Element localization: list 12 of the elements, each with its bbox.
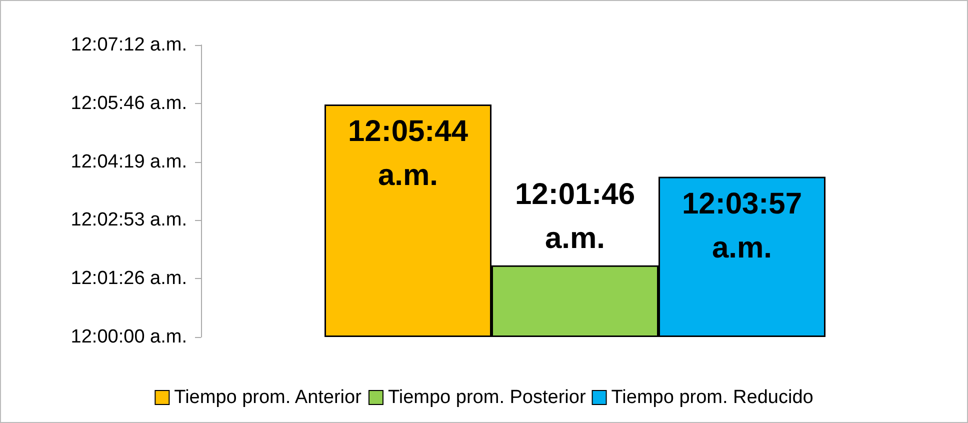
y-tick-label: 12:04:19 a.m.	[70, 151, 187, 172]
data-label: 12:01:46 a.m.	[514, 178, 636, 255]
legend-label: Tiempo prom. Reducido	[611, 387, 814, 408]
y-tick-label: 12:07:12 a.m.	[70, 34, 187, 56]
legend-label: Tiempo prom. Posterior	[388, 387, 586, 408]
y-tick-label: 12:02:53 a.m.	[70, 210, 187, 231]
y-tick-label: 12:00:00 a.m.	[70, 326, 187, 348]
legend-label: Tiempo prom. Anterior	[174, 387, 362, 408]
data-label: 12:03:57 a.m.	[682, 187, 802, 264]
data-label: 12:05:44 a.m.	[348, 114, 468, 192]
y-tick-label: 12:05:46 a.m.	[70, 92, 187, 114]
y-tick-label: 12:01:26 a.m.	[70, 268, 187, 290]
